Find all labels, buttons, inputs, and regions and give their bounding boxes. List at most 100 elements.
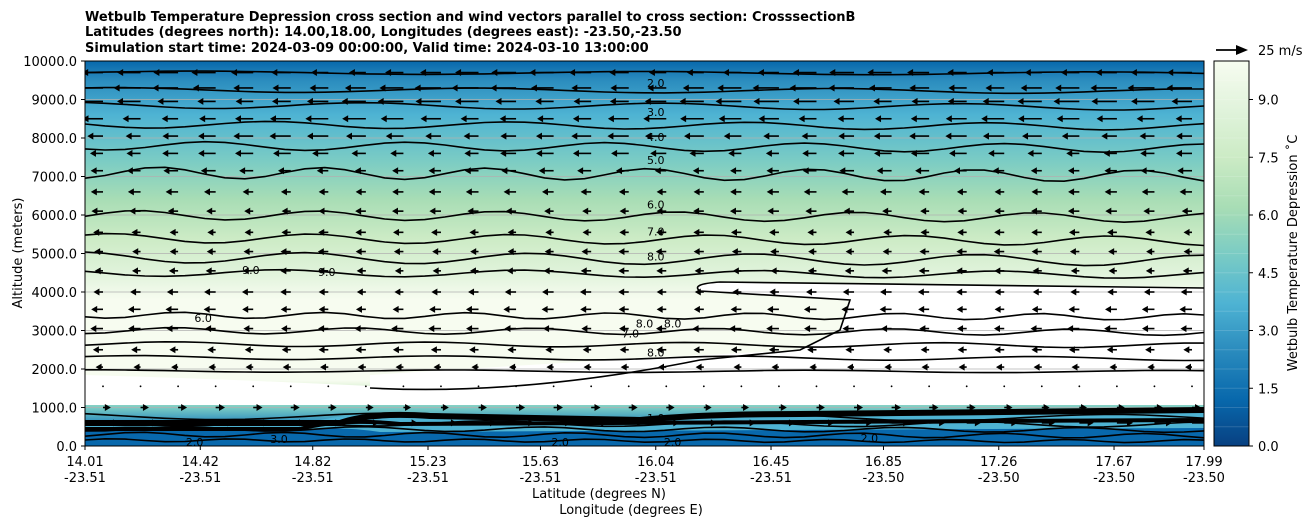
chart-title-line-1: Wetbulb Temperature Depression cross sec… xyxy=(85,10,855,25)
wind-vector xyxy=(722,69,742,77)
wind-vector-head xyxy=(162,149,169,157)
wind-vector xyxy=(153,69,179,77)
wind-vector-head xyxy=(239,167,246,175)
wind-vector-head xyxy=(203,305,210,313)
wind-vector-head xyxy=(392,305,399,313)
wind-vector-head xyxy=(907,69,914,77)
wind-vector-head xyxy=(372,419,379,427)
wind-vector-head xyxy=(679,97,686,105)
wind-vector xyxy=(536,149,554,157)
wind-vector xyxy=(127,305,141,313)
wind-vector-head xyxy=(583,363,590,371)
contour-label: 2.0 xyxy=(664,436,682,449)
wind-vector-head xyxy=(873,97,880,105)
wind-vector-head xyxy=(318,288,325,296)
wind-vector-head xyxy=(731,248,738,256)
wind-vector-dot xyxy=(778,385,780,388)
wind-vector-head xyxy=(718,115,725,123)
wind-vector xyxy=(131,228,141,236)
wind-vector xyxy=(579,288,592,296)
wind-vector-dot xyxy=(139,385,142,388)
wind-vector xyxy=(884,363,892,371)
contour-lines xyxy=(85,70,1204,444)
wind-vector-head xyxy=(1179,188,1186,196)
wind-vector-head xyxy=(341,97,348,105)
wind-vector-head xyxy=(1027,149,1034,157)
wind-vector-head xyxy=(610,84,617,92)
wind-vector-head xyxy=(256,404,263,411)
wind-vector xyxy=(1004,419,1018,427)
wind-vector xyxy=(1056,115,1080,123)
wind-vector xyxy=(244,346,254,354)
wind-vector-head xyxy=(420,69,427,77)
wind-vector xyxy=(647,84,667,92)
wind-vector xyxy=(919,248,930,256)
wind-vector-head xyxy=(204,188,211,196)
wind-vector xyxy=(693,346,704,354)
wind-vector-head xyxy=(543,267,550,275)
wind-vector xyxy=(778,385,780,388)
wind-vector-head xyxy=(277,167,284,175)
wind-vector xyxy=(1180,288,1192,296)
wind-vector xyxy=(538,167,554,175)
wind-vector xyxy=(432,267,441,275)
wind-vector-head xyxy=(1147,363,1154,371)
wind-vector-head xyxy=(1183,228,1190,236)
wind-vector xyxy=(425,132,441,140)
wind-vector-head xyxy=(500,132,507,140)
wind-vector xyxy=(730,305,742,313)
wind-vector-head xyxy=(717,84,724,92)
wind-vector xyxy=(715,97,742,105)
wind-vector-head xyxy=(1106,346,1113,354)
chart-title-line-3: Simulation start time: 2024-03-09 00:00:… xyxy=(85,41,649,56)
wind-vector xyxy=(956,248,967,256)
wind-vector xyxy=(191,69,216,77)
wind-vector-head xyxy=(165,305,172,313)
wind-vector-head xyxy=(715,97,722,105)
wind-vector-head xyxy=(767,207,774,215)
wind-vector xyxy=(318,188,329,196)
wind-vector-head xyxy=(94,267,101,275)
wind-vector xyxy=(770,248,779,256)
wind-vector xyxy=(165,188,179,196)
wind-vector xyxy=(544,248,554,256)
wind-vector-head xyxy=(581,325,588,333)
wind-vector xyxy=(234,115,254,123)
wind-vector xyxy=(543,325,554,333)
wind-vector xyxy=(717,84,742,92)
wind-vector xyxy=(139,385,142,388)
dry-region-white-2 xyxy=(85,375,1204,405)
wind-vector-head xyxy=(607,115,614,123)
wind-vector xyxy=(125,132,141,140)
wind-vector xyxy=(126,167,141,175)
wind-vector xyxy=(165,305,179,313)
wind-vector-head xyxy=(541,188,548,196)
wind-vector xyxy=(132,248,141,256)
wind-vector-head xyxy=(780,404,787,411)
wind-vector-dot xyxy=(515,385,517,388)
wind-vector-head xyxy=(537,115,544,123)
wind-vector-head xyxy=(204,288,211,296)
wind-vector xyxy=(733,363,742,371)
x-tick-label-lat: 14.01 xyxy=(66,455,103,470)
wind-vector xyxy=(1182,267,1192,275)
wind-vector xyxy=(241,288,254,296)
wind-vector-head xyxy=(693,248,700,256)
wind-vector xyxy=(113,84,141,92)
wind-vector xyxy=(1061,132,1080,140)
wind-vector-dot xyxy=(590,385,593,388)
wind-vector xyxy=(192,84,216,92)
wind-vector-head xyxy=(868,84,875,92)
wind-vector xyxy=(766,188,779,196)
wind-vector-head xyxy=(392,188,399,196)
wind-vector-head xyxy=(1179,305,1186,313)
wind-vector xyxy=(753,97,779,105)
wind-vector xyxy=(440,404,449,411)
wind-vector xyxy=(355,228,366,236)
wind-vector xyxy=(1095,69,1117,77)
wind-vector xyxy=(507,346,517,354)
wind-vector xyxy=(1079,404,1087,411)
wind-vector-head xyxy=(921,363,928,371)
wind-vector-head xyxy=(1080,404,1087,411)
wind-vector-head xyxy=(648,69,655,77)
